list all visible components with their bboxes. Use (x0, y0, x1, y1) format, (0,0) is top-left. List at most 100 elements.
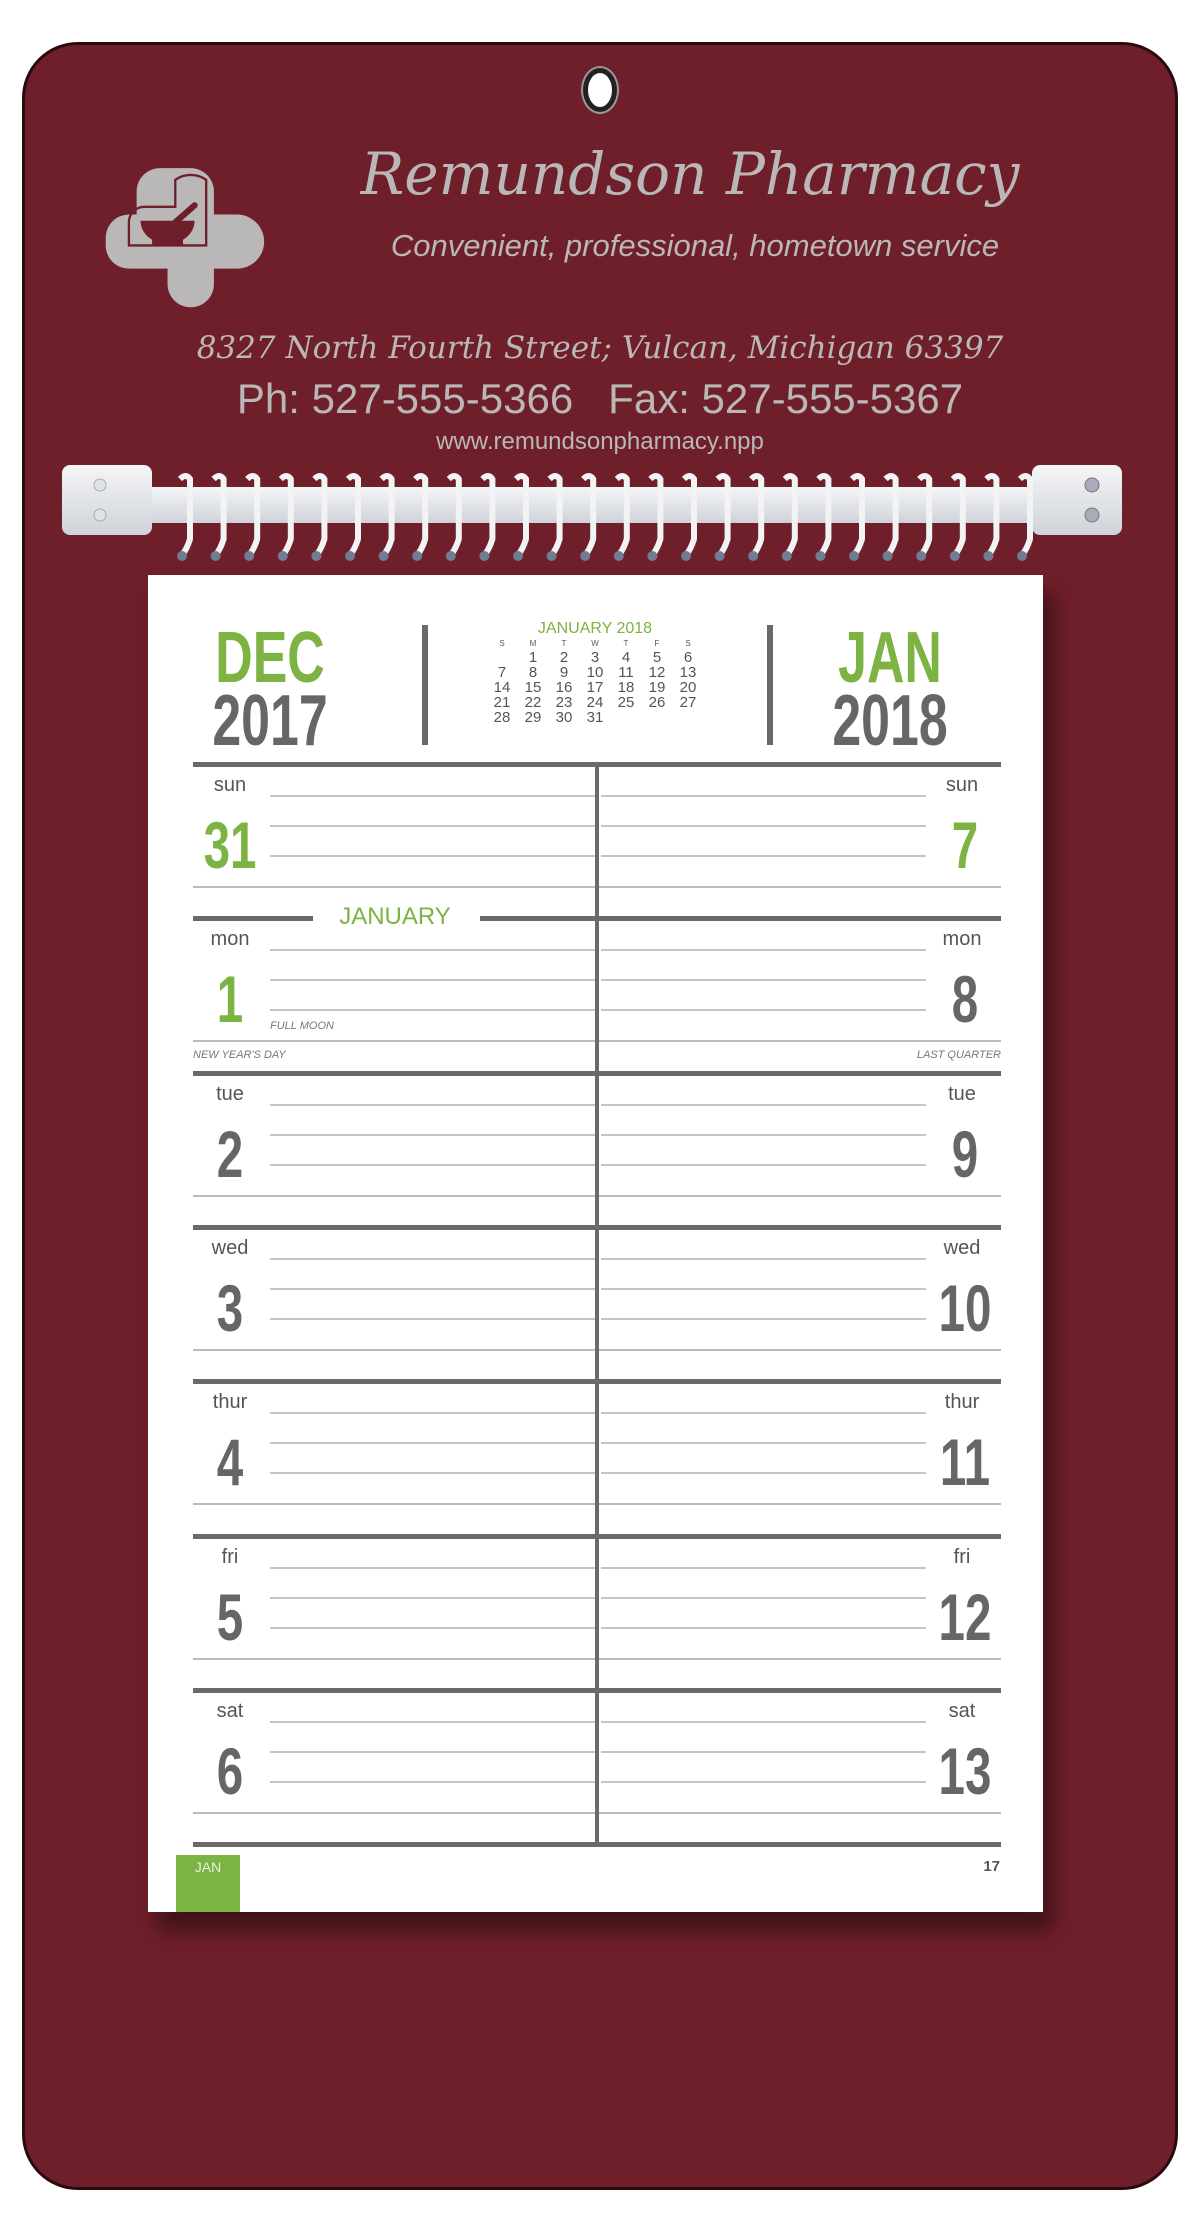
writing-line[interactable] (270, 1442, 595, 1444)
spiral-coil (278, 473, 294, 557)
spiral-hole (815, 551, 826, 561)
writing-line[interactable] (270, 1318, 595, 1320)
day-number-left[interactable]: 3 (216, 1271, 244, 1345)
writing-line[interactable] (601, 1751, 926, 1753)
writing-line[interactable] (601, 825, 926, 827)
day-name-left: mon (210, 928, 250, 950)
header-divider (767, 625, 773, 745)
spiral-coil (547, 473, 563, 557)
day-number-left[interactable]: 31 (203, 808, 257, 882)
day-number-right[interactable]: 11 (939, 1425, 991, 1499)
writing-line[interactable] (601, 1567, 926, 1569)
writing-line[interactable] (601, 1104, 926, 1106)
writing-line[interactable] (601, 1472, 926, 1474)
mini-day: 16 (555, 679, 573, 696)
hanging-hole (583, 68, 617, 112)
day-number-right[interactable]: 8 (951, 962, 979, 1036)
writing-line[interactable] (270, 795, 595, 797)
mini-weekday: F (654, 639, 660, 648)
writing-line[interactable] (601, 1164, 926, 1166)
spiral-binding (62, 465, 1122, 561)
day-number-left[interactable]: 4 (216, 1425, 244, 1499)
mini-day (673, 710, 704, 725)
spiral-coil (984, 473, 1000, 557)
writing-line[interactable] (270, 1751, 595, 1753)
mini-day: 13 (679, 664, 697, 681)
spiral-coil (312, 473, 328, 557)
writing-line[interactable] (270, 1164, 595, 1166)
writing-line[interactable] (601, 1627, 926, 1629)
day-number-left[interactable]: 6 (216, 1734, 244, 1808)
writing-line[interactable] (601, 1318, 926, 1320)
writing-line[interactable] (270, 949, 595, 951)
day-number-right[interactable]: 10 (938, 1271, 992, 1345)
mini-day: 30 (555, 709, 573, 726)
spiral-hole (546, 551, 557, 561)
left-year: 2017 (212, 681, 328, 761)
writing-line[interactable] (601, 1009, 926, 1011)
writing-line[interactable] (601, 1781, 926, 1783)
spiral-coil (211, 473, 227, 557)
writing-line[interactable] (270, 1721, 595, 1723)
writing-line[interactable] (270, 979, 595, 981)
writing-line[interactable] (601, 855, 926, 857)
day-name-left: fri (221, 1546, 239, 1568)
writing-line[interactable] (601, 795, 926, 797)
day-number-right[interactable]: 7 (951, 808, 979, 882)
writing-line[interactable] (270, 825, 595, 827)
mini-day: 14 (493, 679, 511, 696)
day-number-left[interactable]: 2 (216, 1117, 244, 1191)
mini-day: 8 (528, 664, 538, 681)
spiral-hole (949, 551, 960, 561)
mini-day: 20 (679, 679, 697, 696)
writing-line[interactable] (601, 1442, 926, 1444)
spiral-hole (378, 551, 389, 561)
mini-weekday: S (685, 639, 691, 648)
day-number-right[interactable]: 12 (938, 1580, 992, 1654)
day-number-left[interactable]: 1 (216, 962, 244, 1036)
writing-line[interactable] (270, 1288, 595, 1290)
writing-line[interactable] (601, 1597, 926, 1599)
mini-day: 29 (524, 709, 542, 726)
writing-line[interactable] (270, 1567, 595, 1569)
mini-day: 12 (648, 664, 666, 681)
day-name-right: fri (953, 1546, 971, 1568)
week-divider (193, 1842, 1001, 1847)
writing-line[interactable] (270, 1597, 595, 1599)
writing-line[interactable] (270, 1781, 595, 1783)
writing-line[interactable] (270, 1104, 595, 1106)
writing-line[interactable] (270, 1412, 595, 1414)
writing-line[interactable] (601, 1134, 926, 1136)
writing-line[interactable] (270, 1134, 595, 1136)
writing-line[interactable] (601, 1412, 926, 1414)
mini-day: 21 (493, 694, 511, 711)
day-number-right[interactable]: 13 (938, 1734, 992, 1808)
writing-line[interactable] (270, 855, 595, 857)
day-number-left[interactable]: 5 (216, 1580, 244, 1654)
day-number-right[interactable]: 9 (951, 1117, 979, 1191)
page-number: 17 (983, 1858, 1000, 1875)
business-name: Remundson Pharmacy (360, 140, 1020, 208)
day-name-right: mon (942, 928, 982, 950)
writing-line[interactable] (601, 1258, 926, 1260)
writing-line[interactable] (270, 1472, 595, 1474)
spiral-coil (581, 473, 597, 557)
mini-weekday: M (529, 639, 537, 648)
mini-day: 2 (559, 649, 569, 666)
mini-day: 7 (497, 664, 507, 681)
writing-line[interactable] (601, 1288, 926, 1290)
mini-day: 22 (524, 694, 542, 711)
writing-line[interactable] (601, 949, 926, 951)
writing-line[interactable] (270, 1009, 595, 1011)
moon-phase-note: FULL MOON (270, 1020, 334, 1032)
writing-line[interactable] (270, 1627, 595, 1629)
week-divider (193, 916, 313, 921)
writing-line[interactable] (601, 1721, 926, 1723)
month-tab[interactable]: JAN (176, 1855, 240, 1912)
center-divider (595, 762, 599, 1842)
mini-day: 25 (617, 694, 635, 711)
writing-line[interactable] (601, 979, 926, 981)
spiral-coil (849, 473, 865, 557)
writing-line[interactable] (270, 1258, 595, 1260)
mini-weekday: S (499, 639, 505, 648)
